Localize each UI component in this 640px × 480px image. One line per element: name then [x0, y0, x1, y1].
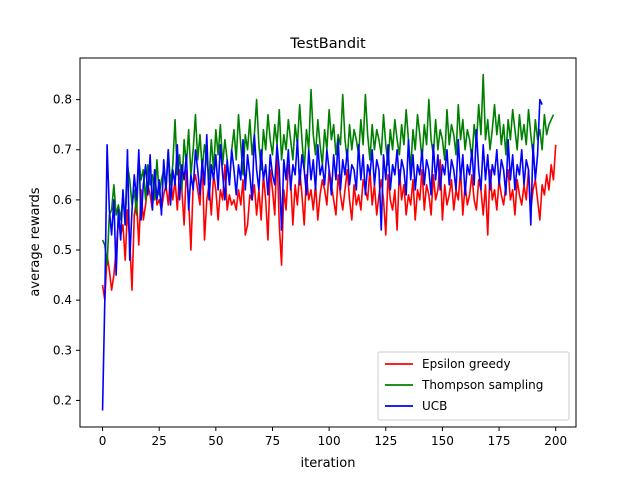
x-tick-label: 0 — [99, 434, 107, 448]
legend-label-ucb: UCB — [422, 399, 447, 413]
x-tick-label: 25 — [152, 434, 167, 448]
x-axis-ticks: 0 25 50 75 100 125 150 175 200 — [99, 427, 567, 448]
legend-label-thompson-sampling: Thompson sampling — [421, 378, 543, 392]
x-tick-label: 75 — [265, 434, 280, 448]
series-line-ucb — [101, 98, 543, 411]
legend-label-epsilon-greedy: Epsilon greedy — [422, 357, 511, 371]
y-tick-label: 0.3 — [53, 343, 72, 357]
chart-title: TestBandit — [289, 36, 366, 52]
x-tick-label: 200 — [544, 434, 567, 448]
y-axis-label: average rewards — [28, 187, 43, 296]
y-tick-label: 0.2 — [53, 393, 72, 407]
y-tick-label: 0.4 — [53, 293, 72, 307]
x-tick-label: 150 — [431, 434, 454, 448]
y-tick-label: 0.6 — [53, 193, 72, 207]
x-tick-label: 175 — [488, 434, 511, 448]
x-axis-label: iteration — [301, 456, 356, 471]
legend: Epsilon greedy Thompson sampling UCB — [377, 351, 570, 421]
y-tick-label: 0.5 — [53, 243, 72, 257]
x-tick-label: 100 — [318, 434, 341, 448]
series-lines — [101, 73, 557, 411]
y-tick-label: 0.7 — [53, 143, 72, 157]
x-tick-label: 125 — [374, 434, 397, 448]
y-tick-label: 0.8 — [53, 93, 72, 107]
axes-frame — [79, 57, 577, 428]
x-tick-label: 50 — [208, 434, 223, 448]
legend-box — [377, 351, 570, 421]
y-axis-ticks: 0.2 0.3 0.4 0.5 0.6 0.7 0.8 — [53, 93, 80, 407]
